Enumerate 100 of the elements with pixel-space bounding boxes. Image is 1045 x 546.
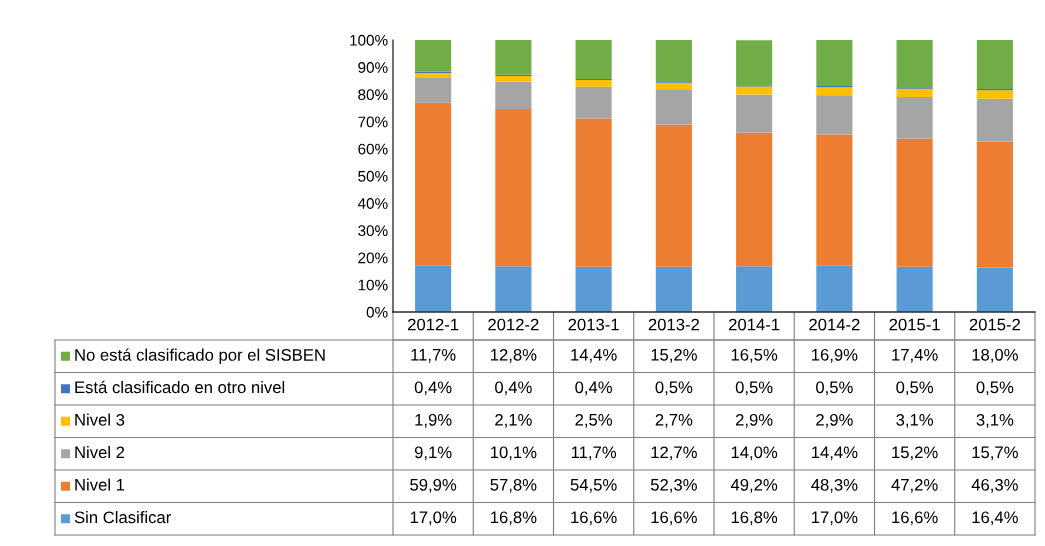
data-label: 47,2% <box>891 478 938 493</box>
bar <box>415 40 452 72</box>
bar <box>736 40 773 86</box>
data-label: 16,6% <box>571 511 617 526</box>
data-label: 15,7% <box>972 446 1018 461</box>
bar <box>415 265 452 312</box>
bar <box>655 82 692 91</box>
bar <box>976 267 1013 312</box>
data-label: 0,5% <box>735 381 773 396</box>
bar <box>575 79 612 87</box>
data-label: 57,8% <box>490 478 537 493</box>
data-label: 17,4% <box>892 348 938 363</box>
bar <box>495 81 532 110</box>
legend-label: No está clasificado por el SISBEN <box>75 348 325 365</box>
x-tick-label: 2012-1 <box>408 318 459 331</box>
bar <box>575 266 612 312</box>
data-label: 14,0% <box>731 446 778 461</box>
data-label: 2,5% <box>575 413 613 428</box>
x-tick-label: 2013-2 <box>648 318 699 331</box>
data-label: 16,8% <box>491 511 537 526</box>
bar <box>816 40 853 86</box>
y-tick-label: 90% <box>358 62 388 73</box>
data-label: 11,7% <box>411 348 456 363</box>
bar <box>495 40 532 75</box>
data-label: 0,5% <box>655 381 693 396</box>
data-label: 9,1% <box>414 446 452 461</box>
legend-label: Nivel 1 <box>75 478 125 491</box>
data-label: 46,3% <box>971 478 1018 493</box>
data-label: 0,5% <box>816 381 853 396</box>
legend-label: Está clasificado en otro nivel <box>75 380 285 394</box>
bar <box>816 95 853 135</box>
data-label: 15,2% <box>651 348 697 363</box>
bar <box>415 78 452 103</box>
x-tick-label: 2013-1 <box>568 318 619 331</box>
bar <box>816 265 853 312</box>
data-label: 12,7% <box>651 446 697 461</box>
bar <box>896 266 933 312</box>
bar <box>896 97 933 139</box>
bar <box>575 118 612 267</box>
y-tick-label: 0% <box>366 306 388 318</box>
y-tick-label: 30% <box>358 225 388 237</box>
bar <box>415 102 452 266</box>
bar <box>896 40 933 88</box>
bar <box>575 40 612 79</box>
bar <box>415 72 452 79</box>
data-label: 16,4% <box>972 511 1018 526</box>
data-label: 18,0% <box>972 348 1018 363</box>
y-tick-label: 40% <box>357 198 388 209</box>
bar <box>655 90 692 125</box>
bar <box>816 87 853 96</box>
bar <box>655 124 692 267</box>
bar <box>976 90 1013 99</box>
data-label: 12,8% <box>491 348 537 363</box>
data-label: 17,0% <box>410 511 457 526</box>
data-label: 10,1% <box>491 446 537 461</box>
x-tick-label: 2012-2 <box>488 318 539 331</box>
y-tick-label: 10% <box>358 279 388 291</box>
bar <box>495 109 532 267</box>
x-tick-label: 2015-1 <box>889 318 940 331</box>
data-label: 48,3% <box>811 478 858 493</box>
bar <box>976 141 1013 268</box>
bar <box>495 75 532 82</box>
bar <box>575 86 612 119</box>
x-tick-label: 2014-2 <box>809 318 860 331</box>
data-label: 54,5% <box>570 478 617 493</box>
bar <box>655 266 692 312</box>
bar <box>896 138 933 267</box>
data-label: 0,5% <box>976 381 1014 396</box>
data-label: 15,2% <box>892 446 938 461</box>
data-label: 3,1% <box>896 413 934 428</box>
y-tick-label: 70% <box>358 116 388 128</box>
data-label: 0,5% <box>896 381 934 396</box>
x-tick-label: 2014-1 <box>729 318 780 331</box>
bar <box>976 40 1013 89</box>
data-label: 2,9% <box>816 413 853 428</box>
bar <box>736 266 773 312</box>
data-label: 0,4% <box>495 381 532 396</box>
legend-label: Nivel 2 <box>75 445 125 459</box>
data-label: 0,4% <box>575 381 613 396</box>
data-label: 3,1% <box>976 413 1014 428</box>
data-label: 17,0% <box>812 511 858 526</box>
data-label: 11,7% <box>571 446 617 461</box>
x-tick-label: 2015-2 <box>969 318 1020 331</box>
data-label: 14,4% <box>812 446 858 461</box>
legend-label: Nivel 3 <box>75 413 125 426</box>
y-tick-label: 80% <box>358 89 388 101</box>
bar <box>495 266 532 312</box>
data-label: 14,4% <box>571 348 617 363</box>
data-label: 2,1% <box>495 413 532 428</box>
data-label: 2,9% <box>735 413 773 428</box>
data-label: 59,9% <box>410 478 457 493</box>
data-label: 16,9% <box>812 348 858 363</box>
bar <box>976 98 1013 142</box>
data-label: 16,6% <box>651 511 697 526</box>
bar <box>655 40 692 82</box>
data-label: 49,2% <box>730 478 778 493</box>
bar <box>816 134 853 266</box>
legend-label: Sin Clasificar <box>74 510 171 524</box>
y-tick-label: 50% <box>358 170 388 182</box>
bar <box>896 88 933 98</box>
